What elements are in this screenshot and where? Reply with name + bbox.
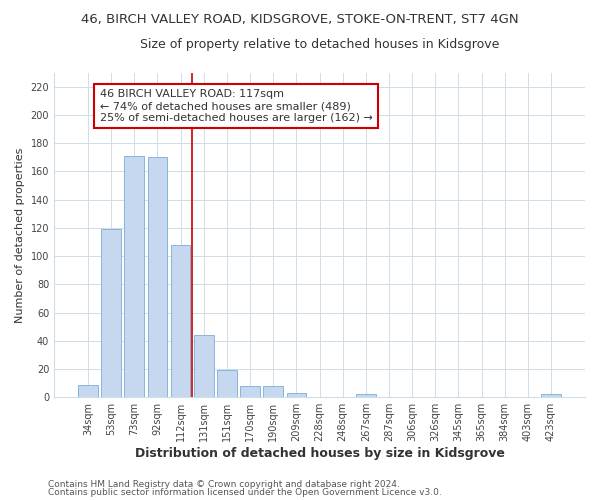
Bar bbox=[287, 393, 306, 397]
Text: Contains HM Land Registry data © Crown copyright and database right 2024.: Contains HM Land Registry data © Crown c… bbox=[48, 480, 400, 489]
Bar bbox=[217, 370, 237, 397]
Bar bbox=[101, 229, 121, 397]
Bar bbox=[78, 384, 98, 397]
Text: 46 BIRCH VALLEY ROAD: 117sqm
← 74% of detached houses are smaller (489)
25% of s: 46 BIRCH VALLEY ROAD: 117sqm ← 74% of de… bbox=[100, 90, 373, 122]
Bar bbox=[124, 156, 144, 397]
Bar bbox=[240, 386, 260, 397]
Text: Contains public sector information licensed under the Open Government Licence v3: Contains public sector information licen… bbox=[48, 488, 442, 497]
Bar bbox=[194, 335, 214, 397]
Bar bbox=[263, 386, 283, 397]
Bar bbox=[541, 394, 561, 397]
Text: 46, BIRCH VALLEY ROAD, KIDSGROVE, STOKE-ON-TRENT, ST7 4GN: 46, BIRCH VALLEY ROAD, KIDSGROVE, STOKE-… bbox=[81, 12, 519, 26]
Title: Size of property relative to detached houses in Kidsgrove: Size of property relative to detached ho… bbox=[140, 38, 499, 51]
Y-axis label: Number of detached properties: Number of detached properties bbox=[15, 147, 25, 322]
Bar bbox=[171, 244, 190, 397]
Bar bbox=[148, 157, 167, 397]
X-axis label: Distribution of detached houses by size in Kidsgrove: Distribution of detached houses by size … bbox=[134, 447, 505, 460]
Bar bbox=[356, 394, 376, 397]
